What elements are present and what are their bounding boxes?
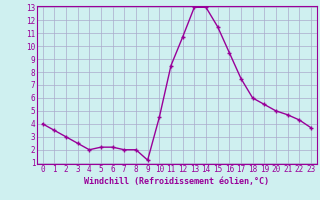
X-axis label: Windchill (Refroidissement éolien,°C): Windchill (Refroidissement éolien,°C) bbox=[84, 177, 269, 186]
